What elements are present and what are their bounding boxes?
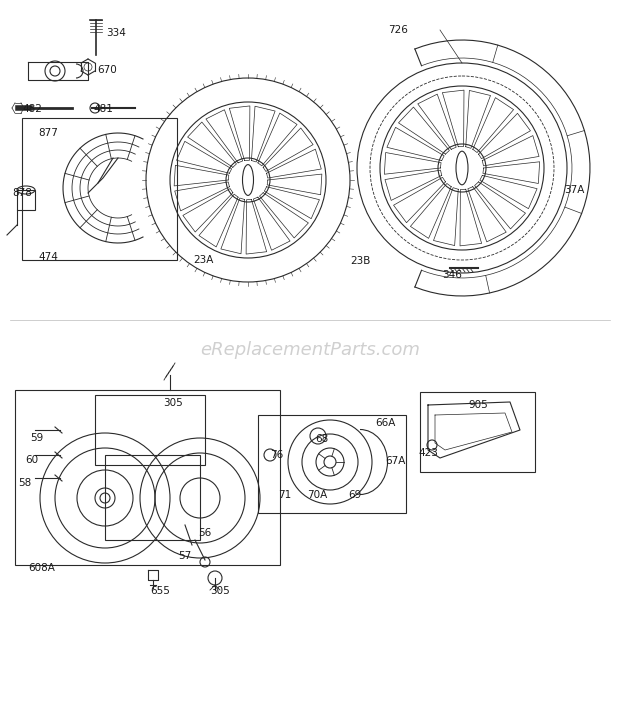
Text: 58: 58 bbox=[18, 478, 31, 488]
Text: 877: 877 bbox=[38, 128, 58, 138]
Text: 71: 71 bbox=[278, 490, 291, 500]
Text: 56: 56 bbox=[198, 528, 211, 538]
Text: 481: 481 bbox=[93, 104, 113, 114]
Text: 67A: 67A bbox=[385, 456, 405, 466]
Text: 305: 305 bbox=[210, 586, 230, 596]
Bar bbox=[420, 392, 535, 472]
Text: 69: 69 bbox=[348, 490, 361, 500]
Text: 878: 878 bbox=[12, 188, 32, 198]
Text: 57: 57 bbox=[178, 551, 191, 561]
Text: 608A: 608A bbox=[28, 563, 55, 573]
Text: 334: 334 bbox=[106, 28, 126, 38]
Text: 905: 905 bbox=[468, 400, 488, 410]
Text: 23A: 23A bbox=[193, 255, 213, 265]
Text: 423: 423 bbox=[418, 448, 438, 458]
Text: 670: 670 bbox=[97, 65, 117, 75]
Text: 66A: 66A bbox=[375, 418, 396, 428]
Text: 59: 59 bbox=[30, 433, 43, 443]
Text: eReplacementParts.com: eReplacementParts.com bbox=[200, 341, 420, 359]
Text: 474: 474 bbox=[38, 252, 58, 262]
Bar bbox=[258, 415, 406, 513]
Text: 70A: 70A bbox=[307, 490, 327, 500]
Bar bbox=[22, 118, 177, 260]
Bar bbox=[15, 390, 280, 565]
Bar bbox=[17, 190, 35, 210]
Text: 726: 726 bbox=[388, 25, 408, 35]
Text: 68: 68 bbox=[315, 434, 328, 444]
Text: 60: 60 bbox=[25, 455, 38, 465]
Bar bbox=[105, 455, 200, 540]
Text: 23B: 23B bbox=[350, 256, 370, 266]
Text: 346: 346 bbox=[442, 270, 462, 280]
Text: 37A: 37A bbox=[564, 185, 585, 195]
Text: 655: 655 bbox=[150, 586, 170, 596]
Text: 76: 76 bbox=[270, 450, 283, 460]
Text: 305: 305 bbox=[163, 398, 183, 408]
Text: 482: 482 bbox=[22, 104, 42, 114]
Bar bbox=[95, 395, 205, 465]
